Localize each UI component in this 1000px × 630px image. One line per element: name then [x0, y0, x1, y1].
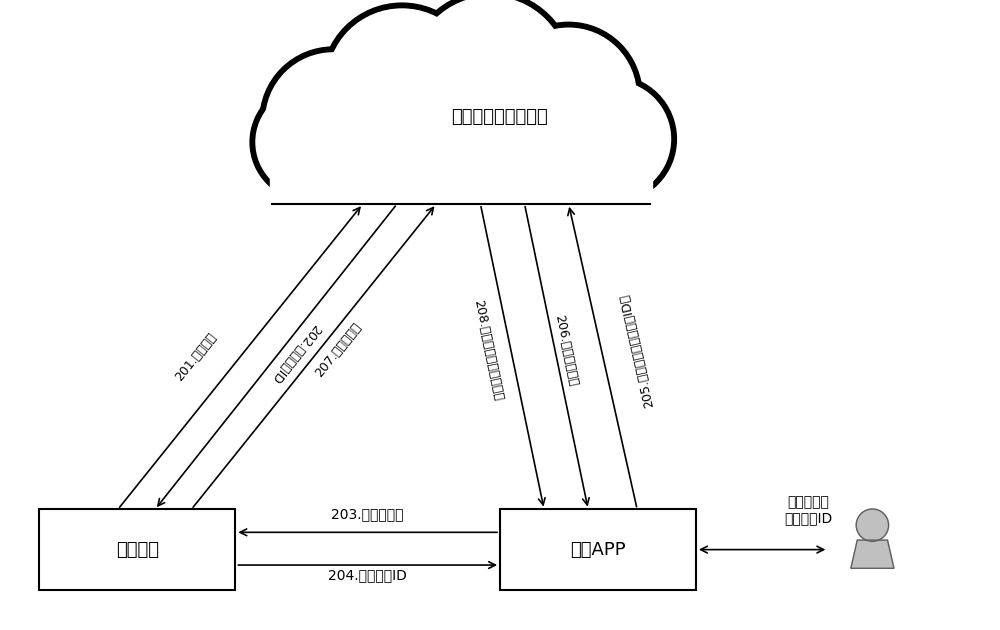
Ellipse shape [403, 59, 538, 194]
Text: 物联设备: 物联设备 [116, 541, 159, 559]
Text: 206.绑定成功响应: 206.绑定成功响应 [552, 314, 580, 387]
Text: 手机APP: 手机APP [570, 541, 626, 559]
Text: 207.采集的数据: 207.采集的数据 [313, 321, 364, 380]
Ellipse shape [856, 509, 889, 541]
Bar [270, 148, 652, 207]
Ellipse shape [555, 81, 671, 197]
Text: 物联网云端的服务器: 物联网云端的服务器 [452, 108, 548, 127]
Bar [39, 510, 235, 590]
Text: 201.注册请求: 201.注册请求 [173, 330, 219, 383]
Text: 208.发物联设备采集的数据: 208.发物联设备采集的数据 [471, 299, 505, 402]
Bar [265, 142, 657, 204]
Bar [500, 510, 696, 590]
Ellipse shape [250, 83, 368, 201]
Text: 202.设备身份ID: 202.设备身份ID [269, 322, 323, 386]
Ellipse shape [328, 9, 476, 158]
Ellipse shape [413, 0, 568, 152]
Ellipse shape [322, 3, 482, 164]
Text: 203.查询或扫码: 203.查询或扫码 [331, 507, 404, 521]
Ellipse shape [549, 76, 676, 203]
Polygon shape [851, 540, 894, 568]
Ellipse shape [397, 53, 544, 200]
Ellipse shape [266, 53, 401, 188]
Ellipse shape [495, 22, 642, 169]
Ellipse shape [407, 0, 574, 158]
Text: 注册并获取
用户身份ID: 注册并获取 用户身份ID [785, 495, 833, 525]
Ellipse shape [256, 89, 362, 195]
Text: 205.绑定请求（设备身份ID）: 205.绑定请求（设备身份ID） [618, 292, 656, 409]
Ellipse shape [501, 28, 636, 163]
Ellipse shape [260, 47, 407, 194]
Text: 204.设备身份ID: 204.设备身份ID [328, 568, 407, 582]
